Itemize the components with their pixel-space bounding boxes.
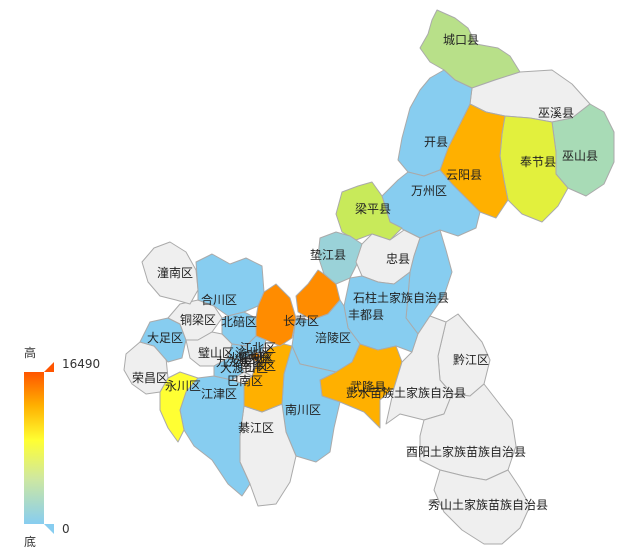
legend-handle-bottom[interactable] (44, 524, 54, 534)
legend-low-label: 底 (24, 534, 36, 549)
legend-gradient-bar[interactable] (24, 372, 44, 524)
region-changshou[interactable] (295, 269, 341, 321)
legend-max-value: 16490 (62, 357, 100, 371)
region-qianjiang[interactable] (437, 313, 491, 397)
region-tongnan[interactable] (141, 241, 199, 305)
region-pengshui[interactable] (385, 315, 453, 425)
region-jiangjin[interactable] (179, 375, 251, 497)
legend-handle-top[interactable] (44, 362, 54, 372)
regions-layer (123, 9, 615, 545)
legend-high-label: 高 (24, 345, 36, 360)
region-dianjiang[interactable] (317, 231, 363, 285)
region-kaixian[interactable] (397, 69, 473, 177)
region-yongchuan[interactable] (159, 371, 199, 443)
region-liangping[interactable] (335, 181, 403, 241)
legend-min-value: 0 (62, 522, 70, 536)
region-xiushan[interactable] (433, 469, 531, 545)
visual-map-legend: 高 16490 0 底 (24, 345, 100, 549)
region-nanan[interactable] (239, 347, 271, 377)
region-yubei[interactable] (255, 283, 297, 347)
